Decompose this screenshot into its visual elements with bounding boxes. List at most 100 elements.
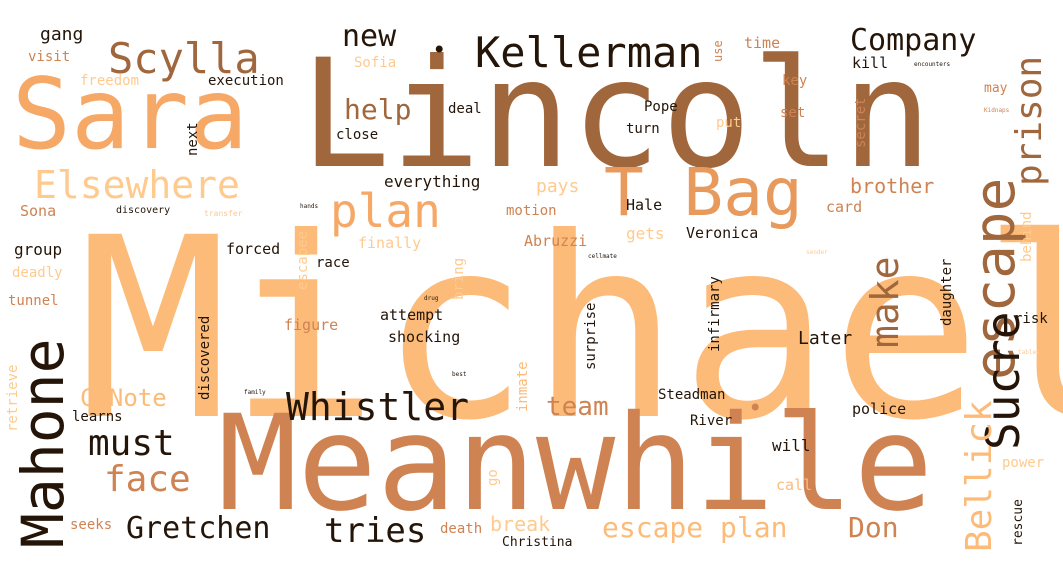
word-key: key [782, 73, 808, 89]
word-put: put [716, 115, 742, 131]
word-turn: turn [626, 121, 660, 137]
word-discovery: discovery [116, 205, 171, 216]
word-lincoln: Lincoln [300, 28, 933, 202]
word-surprise: surprise [583, 302, 599, 370]
word-death: death [440, 521, 483, 537]
word-hale: Hale [626, 196, 663, 214]
word-transfer: transfer [204, 209, 243, 218]
word-company: Company [850, 23, 977, 58]
word-sara: Sara [12, 58, 249, 172]
word-risk: risk [1014, 311, 1048, 327]
word-elsewhere: Elsewhere [34, 163, 240, 207]
word-help: help [344, 93, 412, 126]
word-kellerman: Kellerman [475, 28, 703, 77]
word-behind: behind [1019, 211, 1035, 262]
word-will: will [772, 436, 811, 455]
word-use: use [711, 40, 725, 62]
word-execution: execution [208, 73, 284, 89]
word-call: call [776, 476, 813, 494]
word-steadman: Steadman [658, 387, 726, 403]
word-deadly: deadly [12, 265, 63, 281]
word-figure: figure [284, 316, 339, 334]
word-brother: brother [850, 174, 935, 198]
word-freedom: freedom [80, 73, 140, 89]
word-attempt: attempt [380, 306, 444, 324]
word-prison: prison [1009, 55, 1050, 186]
word-police: police [852, 400, 907, 418]
word-christina: Christina [502, 535, 573, 550]
word-river: River [690, 413, 733, 429]
word-tunnel: tunnel [8, 293, 59, 309]
word-make: make [863, 256, 907, 348]
word-forced: forced [226, 240, 281, 258]
word-later: Later [798, 328, 853, 349]
word-kidnaps: Kidnaps [984, 107, 1010, 114]
word-retrieve: retrieve [5, 364, 21, 432]
word-kill: kill [852, 54, 889, 72]
word-everything: everything [384, 172, 481, 191]
word-plan: plan [330, 184, 441, 238]
word-meanwhile: Meanwhile [218, 387, 934, 541]
word-face: face [104, 459, 191, 500]
word-team: team [546, 392, 609, 422]
word-next: next [185, 122, 201, 156]
word-encounters: encounters [914, 61, 951, 68]
word-set: set [780, 105, 806, 121]
word-sona: Sona [20, 202, 57, 220]
word-escapee: escapee [295, 230, 311, 290]
word-pays: pays [536, 176, 580, 197]
word-shocking: shocking [388, 328, 461, 346]
word-sender: sender [806, 249, 828, 256]
word-card: card [826, 198, 863, 216]
word-sofia: Sofia [354, 55, 397, 71]
word-finally: finally [358, 234, 422, 252]
word-veronica: Veronica [686, 224, 759, 242]
word-tries: tries [324, 511, 427, 551]
word-gang: gang [40, 24, 84, 45]
word-deal: deal [448, 101, 482, 117]
word-bellick: Bellick [959, 400, 1000, 552]
word-power: power [1002, 455, 1045, 471]
word-pope: Pope [644, 99, 678, 115]
word-seeks: seeks [70, 517, 113, 533]
bullet-mark-1: • [432, 36, 447, 64]
word-daughter: daughter [939, 258, 955, 326]
word-motion: motion [506, 203, 557, 219]
word-drug: drug [424, 295, 439, 302]
word-rescue: rescue [1011, 499, 1026, 546]
word-whistler: Whistler [286, 385, 470, 429]
word-hands: hands [300, 203, 319, 210]
word-escape-plan: escape plan [602, 511, 788, 544]
word-abruzzi: Abruzzi [524, 232, 588, 250]
word-race: race [316, 255, 350, 271]
word-time: time [744, 34, 781, 52]
word-visit: visit [28, 49, 71, 65]
word-family: family [244, 389, 266, 396]
word-secret: secret [853, 97, 869, 148]
word-gretchen: Gretchen [126, 511, 271, 546]
word-inmate: inmate [515, 361, 531, 412]
word-michael: Michael [78, 184, 1063, 475]
word-break: break [490, 512, 551, 536]
word-infirmary: infirmary [707, 276, 723, 352]
word-bring: bring [451, 257, 467, 300]
word-c-note: C Note [80, 384, 167, 412]
word-mahone: Mahone [9, 338, 77, 548]
word-new: new [342, 19, 397, 54]
word-discovered: discovered [197, 315, 213, 400]
word-must: must [88, 423, 175, 464]
word-may: may [984, 81, 1008, 96]
word-scylla: Scylla [108, 34, 260, 83]
word-go: go [485, 469, 501, 486]
word-group: group [14, 240, 63, 259]
word-best: best [452, 371, 467, 378]
word-close: close [336, 127, 379, 143]
word-learns: learns [72, 409, 123, 425]
word-tables: tables [1018, 349, 1040, 356]
word-t-bag: T Bag [604, 154, 803, 231]
word-gets: gets [626, 224, 665, 243]
word-cellmate: cellmate [588, 253, 617, 260]
bullet-mark-2: • [748, 394, 763, 422]
word-don: Don [848, 511, 899, 544]
